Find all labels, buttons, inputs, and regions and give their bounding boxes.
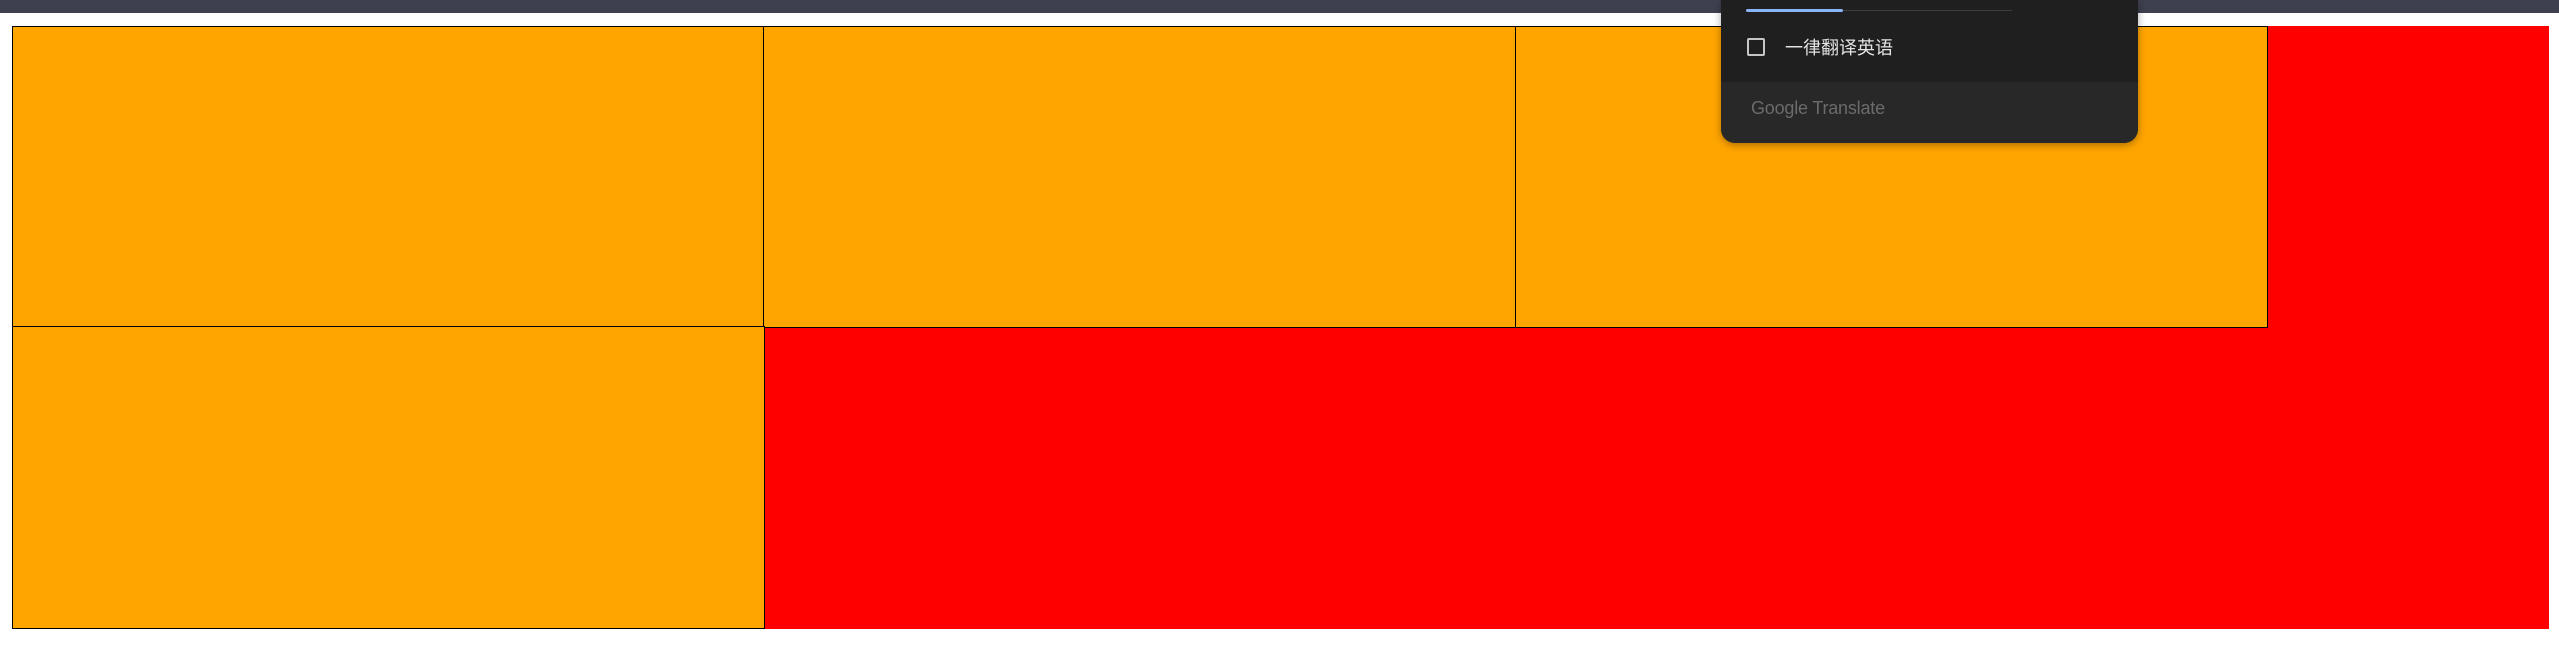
always-translate-label[interactable]: 一律翻译英语 [1785,38,1893,59]
tab-divider [1746,10,2012,11]
page-container [12,26,2549,629]
grid-cell [12,326,765,629]
popup-footer: Google Translate [1721,82,2138,143]
browser-top-bar [0,0,2559,13]
google-translate-brand: Google Translate [1751,98,1885,118]
grid-cell [763,26,1517,328]
active-tab-indicator [1746,9,1843,12]
checkbox-unchecked-icon[interactable] [1747,38,1765,56]
grid-cell [12,26,765,328]
always-translate-option[interactable]: 一律翻译英语 [1747,33,1893,61]
translate-popup: 一律翻译英语 Google Translate [1721,0,2138,143]
